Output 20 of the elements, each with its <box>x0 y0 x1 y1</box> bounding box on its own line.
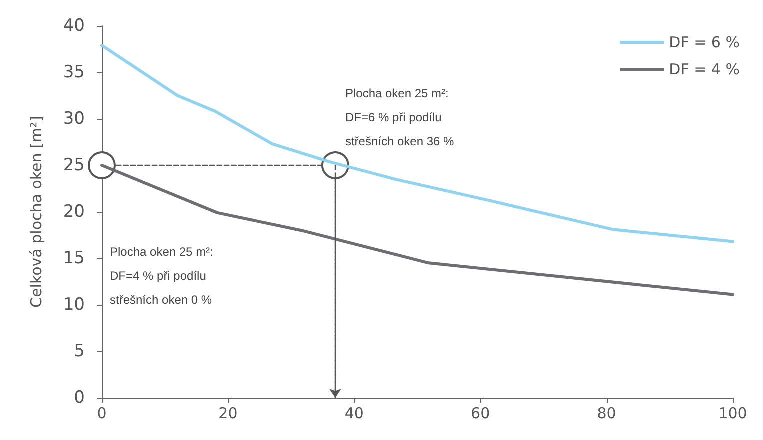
y-tick-label: 25 <box>63 156 85 176</box>
y-tick-label: 15 <box>63 248 85 268</box>
x-tick-label: 60 <box>471 404 490 422</box>
y-tick-label: 20 <box>63 202 85 222</box>
x-tick-label: 40 <box>344 404 364 422</box>
x-tick-label: 0 <box>97 404 107 422</box>
x-tick-label: 80 <box>597 404 616 422</box>
y-tick-label: 0 <box>74 388 85 408</box>
y-tick-label: 35 <box>63 62 85 82</box>
legend-label: DF = 4 % <box>669 60 740 78</box>
legend-label: DF = 6 % <box>669 34 740 52</box>
y-tick-label: 5 <box>74 342 85 362</box>
y-axis-title: Celková plocha oken [m²] <box>28 116 46 308</box>
x-tick-label: 100 <box>718 404 748 422</box>
x-tick-label: 20 <box>218 404 238 422</box>
annotation: Plocha oken 25 m²: DF=6 % při podílu střešních oken 36 % <box>345 86 455 148</box>
y-tick-label: 30 <box>63 109 85 129</box>
annotation: Plocha oken 25 m²: DF=4 % při podílu střešních oken 0 % <box>110 245 214 307</box>
y-tick-label: 10 <box>63 295 85 315</box>
y-tick-label: 40 <box>63 16 85 36</box>
